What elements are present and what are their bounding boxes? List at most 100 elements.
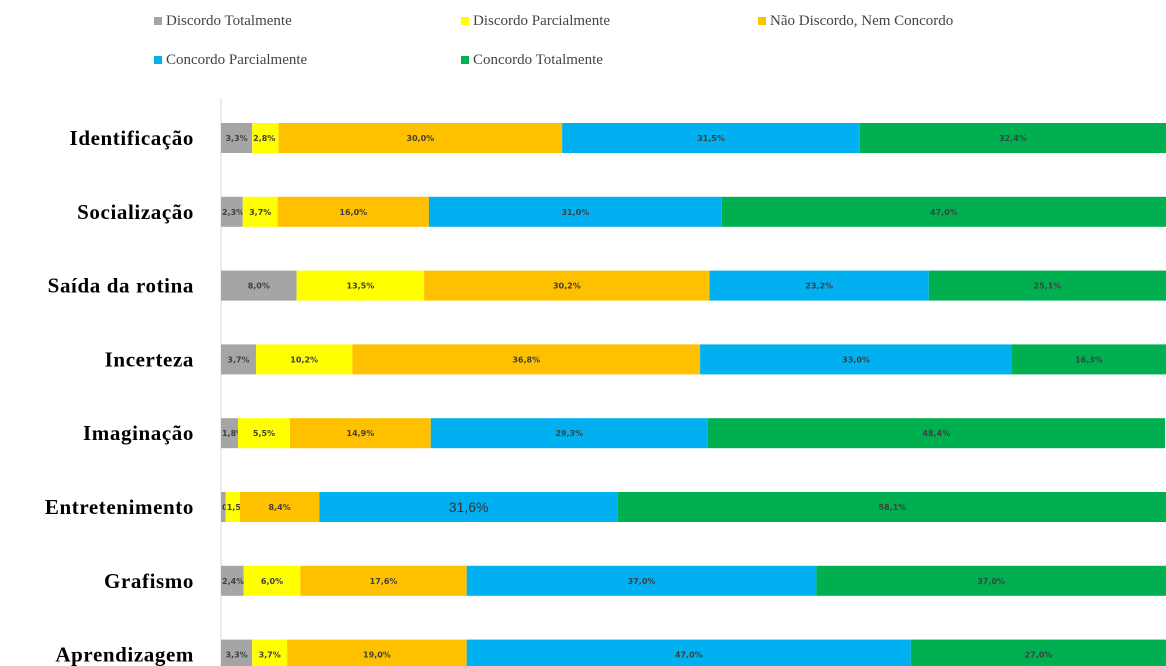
bar-segment-concordo-parcialmente	[319, 492, 618, 522]
bar-segment-concordo-totalmente	[617, 492, 1166, 522]
legend-label: Não Discordo, Nem Concordo	[770, 13, 953, 29]
data-label: 6,0%	[261, 577, 283, 586]
data-label: 13,5%	[347, 282, 375, 291]
data-label: 2,4%	[222, 577, 244, 586]
bar-segment-concordo-totalmente	[816, 565, 1166, 596]
bar-segment-concordo-parcialmente	[430, 418, 708, 449]
data-label: 3,3%	[225, 134, 247, 143]
data-label: 25,1%	[1034, 282, 1062, 291]
bar-segment-concordo-parcialmente	[562, 123, 860, 153]
bar-segment-discordo-totalmente	[221, 196, 243, 227]
data-label: 30,2%	[553, 282, 581, 291]
bar-segment-discordo-parcialmente	[255, 344, 353, 375]
bar-segment-discordo-totalmente	[221, 418, 239, 449]
legend-item-discordo-parcialmente: Discordo Parcialmente	[461, 13, 610, 29]
category-label-incerteza: Incerteza	[105, 347, 194, 371]
category-labels: Identificação Socialização Saída da rotina…	[45, 126, 194, 666]
data-label: 27,0%	[1025, 651, 1053, 660]
bar-segment-nao-discordo-nem-concordo	[287, 639, 467, 666]
bar-segment-discordo-totalmente	[221, 270, 297, 301]
legend-swatch	[461, 17, 469, 25]
bar-segment-concordo-totalmente	[1011, 344, 1166, 375]
legend-swatch	[461, 56, 469, 64]
legend-swatch	[758, 17, 766, 25]
category-label-identificacao: Identificação	[70, 126, 194, 150]
category-label-entretenimento: Entretenimento	[45, 495, 194, 519]
bar-row-identificacao: 3,3% 2,8% 30,0% 31,5% 32,4%	[221, 123, 1166, 153]
bar-segment-concordo-totalmente	[707, 418, 1166, 449]
data-label: 37,0%	[628, 577, 656, 586]
legend-label: Concordo Totalmente	[473, 52, 603, 68]
category-label-socializacao: Socialização	[77, 200, 194, 224]
legend-item-concordo-parcialmente: Concordo Parcialmente	[154, 52, 308, 68]
data-label: 47,0%	[930, 208, 958, 217]
data-label: 2,8%	[253, 134, 275, 143]
bar-segment-concordo-totalmente	[928, 270, 1166, 301]
bar-row-saida-da-rotina: 8,0% 13,5% 30,2% 23,2% 25,1%	[221, 270, 1166, 301]
bar-segment-concordo-parcialmente	[428, 196, 722, 227]
data-label: 29,3%	[555, 429, 583, 438]
bar-segment-nao-discordo-nem-concordo	[352, 344, 701, 375]
data-label: 58,1%	[879, 503, 907, 512]
data-label: 1,5%	[227, 503, 249, 512]
bar-segment-concordo-parcialmente	[700, 344, 1012, 375]
data-label: 16,0%	[339, 208, 367, 217]
data-label: 3,7%	[249, 208, 271, 217]
data-label: 8,4%	[268, 503, 290, 512]
bar-row-incerteza: 3,7% 10,2% 36,8% 33,0% 16,3%	[221, 344, 1166, 375]
bar-segment-discordo-parcialmente	[252, 639, 288, 666]
bar-segment-discordo-totalmente	[221, 344, 256, 375]
bar-segment-concordo-parcialmente	[466, 639, 911, 666]
bar-row-imaginacao: 1,8% 5,5% 14,9% 29,3% 48,4%	[221, 418, 1166, 449]
legend-label: Concordo Parcialmente	[166, 52, 308, 68]
data-label: 31,5%	[697, 134, 725, 143]
data-label: 14,9%	[347, 429, 375, 438]
data-label: 3,7%	[227, 355, 249, 364]
legend-item-concordo-totalmente: Concordo Totalmente	[461, 52, 603, 68]
bar-segment-discordo-parcialmente	[252, 123, 279, 153]
data-label: 30,0%	[407, 134, 435, 143]
bar-segment-nao-discordo-nem-concordo	[239, 492, 320, 522]
data-label: 8,0%	[248, 282, 270, 291]
category-label-saida-da-rotina: Saída da rotina	[48, 274, 194, 298]
bars: 3,3% 2,8% 30,0% 31,5% 32,4% 2,3% 3,7% 16,0% 31,0…	[221, 123, 1166, 666]
bar-segment-discordo-totalmente	[221, 639, 253, 666]
bar-segment-nao-discordo-nem-concordo	[278, 123, 563, 153]
data-label: 16,3%	[1075, 355, 1103, 364]
legend-swatch	[154, 56, 162, 64]
bar-segment-discordo-parcialmente	[296, 270, 425, 301]
legend-item-nao-discordo-nem-concordo: Não Discordo, Nem Concordo	[758, 13, 953, 29]
bar-segment-discordo-totalmente	[221, 492, 226, 522]
bar-segment-discordo-parcialmente	[243, 565, 301, 596]
bar-segment-nao-discordo-nem-concordo	[277, 196, 429, 227]
data-label: 31,0%	[561, 208, 589, 217]
bar-row-socializacao: 2,3% 3,7% 16,0% 31,0% 47,0%	[221, 196, 1166, 227]
bar-segment-discordo-totalmente	[221, 123, 253, 153]
data-label: 48,4%	[922, 429, 950, 438]
data-label: 33,0%	[842, 355, 870, 364]
bar-segment-concordo-parcialmente	[466, 565, 817, 596]
data-label: 36,8%	[512, 355, 540, 364]
data-label: 19,0%	[363, 651, 391, 660]
data-label: 2,3%	[222, 208, 244, 217]
legend-label: Discordo Totalmente	[166, 13, 292, 29]
category-label-grafismo: Grafismo	[104, 569, 194, 593]
bar-row-aprendizagem: 3,3% 3,7% 19,0% 47,0% 27,0%	[221, 639, 1166, 666]
legend-swatch	[154, 17, 162, 25]
bar-segment-discordo-parcialmente	[225, 492, 240, 522]
data-label: 5,5%	[253, 429, 275, 438]
data-label: 47,0%	[675, 651, 703, 660]
bar-segment-nao-discordo-nem-concordo	[424, 270, 710, 301]
category-label-imaginacao: Imaginação	[83, 421, 194, 445]
bar-segment-concordo-totalmente	[910, 639, 1166, 666]
bar-segment-discordo-totalmente	[221, 565, 244, 596]
legend-label: Discordo Parcialmente	[473, 13, 610, 29]
data-label: 10,2%	[290, 355, 318, 364]
data-label: 31,6%	[449, 499, 489, 515]
legend-item-discordo-totalmente: Discordo Totalmente	[154, 13, 292, 29]
bar-segment-concordo-totalmente	[859, 123, 1166, 153]
bar-segment-concordo-parcialmente	[709, 270, 929, 301]
bar-row-entretenimento: 0,5%1,5%8,4%31,6%58,1%	[221, 492, 1166, 522]
